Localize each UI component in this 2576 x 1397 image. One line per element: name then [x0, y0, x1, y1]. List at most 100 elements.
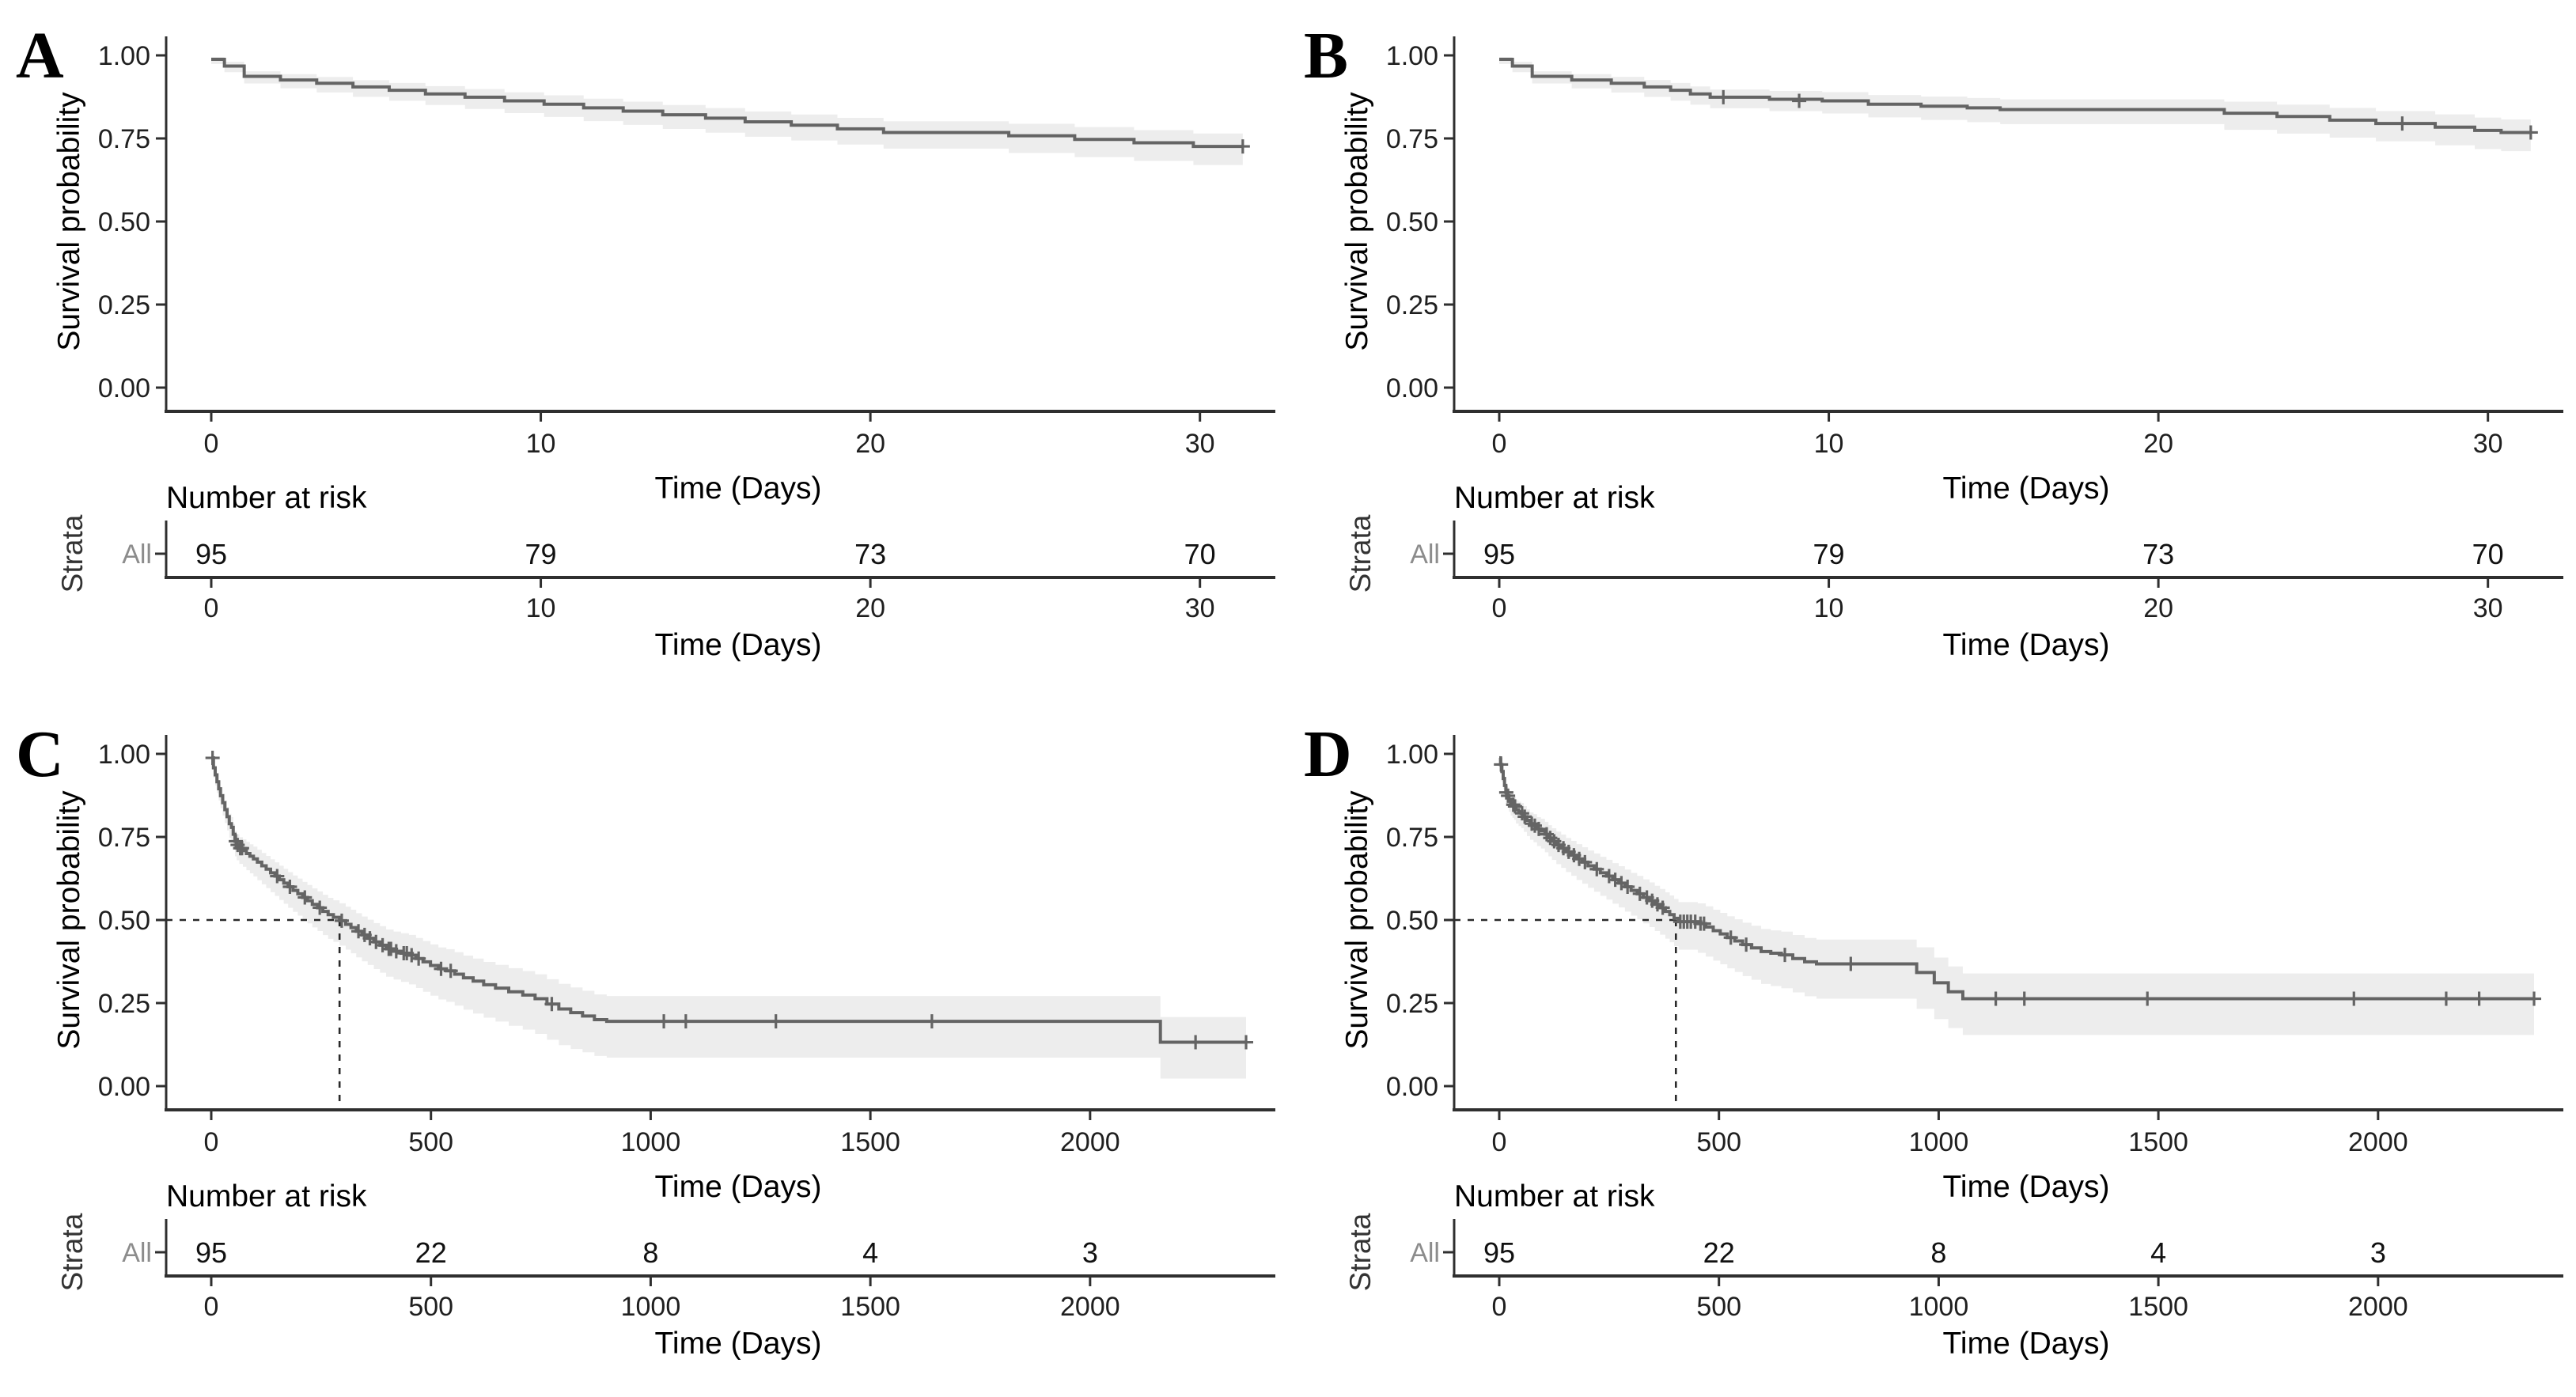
- censor-marks: [1235, 139, 1250, 154]
- risk-value: 95: [195, 1236, 227, 1269]
- censor-tick: [2395, 116, 2410, 131]
- censor-tick: [1239, 1035, 1254, 1050]
- y-tick-label: 0.00: [1386, 1072, 1438, 1102]
- survival-curve: [211, 756, 1247, 1044]
- risk-table-title: Number at risk: [166, 481, 367, 515]
- censor-tick: [924, 1014, 939, 1029]
- risk-value: 95: [195, 538, 227, 570]
- y-tick-label: 0.25: [98, 290, 150, 320]
- x-tick-label: 1000: [1909, 1127, 1969, 1157]
- y-tick-label: 1.00: [98, 41, 150, 71]
- risk-value: 79: [525, 538, 557, 570]
- panel-label: C: [16, 717, 64, 791]
- censor-marks: [1494, 757, 2542, 1006]
- y-tick-label: 0.75: [98, 823, 150, 853]
- censor-tick: [313, 900, 328, 915]
- censor-tick: [1494, 757, 1509, 772]
- y-axis-title: Survival probability: [52, 92, 86, 351]
- censor-tick: [1501, 788, 1516, 803]
- x-axis-title: Time (Days): [655, 471, 822, 505]
- censor-tick: [1655, 900, 1670, 915]
- risk-value: 3: [2370, 1236, 2386, 1269]
- risk-value: 95: [1483, 538, 1515, 570]
- censor-tick: [1696, 916, 1711, 931]
- risk-x-tick-label: 2000: [1060, 1292, 1120, 1322]
- y-tick-label: 0.25: [1386, 290, 1438, 320]
- censor-tick: [1235, 139, 1250, 154]
- risk-x-axis-title: Time (Days): [1943, 1327, 2110, 1361]
- strata-row-label: All: [1410, 1238, 1440, 1268]
- chart-layer: 0.00 0.25 0.50 0.75 1.00 0 500 1000 1500 2000 0 95 5…: [98, 735, 1275, 1322]
- censor-tick: [678, 1014, 693, 1029]
- chart-layer: 0.00 0.25 0.50 0.75 1.00 0 10 20 30 0 95 10 79 20 73 30…: [1386, 36, 2563, 623]
- risk-value: 8: [1930, 1236, 1946, 1269]
- survival-curve: [211, 58, 1243, 149]
- censor-tick: [411, 951, 426, 966]
- x-axis-title: Time (Days): [1943, 471, 2110, 505]
- y-tick-label: 0.75: [1386, 823, 1438, 853]
- x-tick-label: 1000: [621, 1127, 681, 1157]
- y-tick-label: 0.75: [1386, 124, 1438, 154]
- x-tick-label: 2000: [1060, 1127, 1120, 1157]
- censor-tick: [2472, 991, 2487, 1006]
- x-tick-label: 500: [1696, 1127, 1741, 1157]
- censor-tick: [1517, 809, 1532, 824]
- risk-value: 22: [415, 1236, 447, 1269]
- censor-tick: [443, 964, 458, 979]
- censor-tick: [768, 1014, 783, 1029]
- x-tick-label: 2000: [2348, 1127, 2408, 1157]
- strata-row-label: All: [122, 539, 152, 570]
- censor-tick: [1843, 956, 1858, 971]
- censor-tick: [282, 880, 297, 894]
- risk-x-tick-label: 10: [1814, 593, 1844, 623]
- y-tick-label: 0.50: [98, 906, 150, 936]
- risk-table-title: Number at risk: [1454, 481, 1655, 515]
- censor-tick: [1716, 89, 1731, 104]
- strata-row-label: All: [1410, 539, 1440, 570]
- risk-value: 79: [1813, 538, 1845, 570]
- risk-value: 70: [2472, 538, 2504, 570]
- risk-value: 73: [854, 538, 886, 570]
- censor-tick: [1514, 806, 1529, 821]
- panel-label: D: [1304, 717, 1352, 791]
- x-tick-label: 1500: [840, 1127, 900, 1157]
- risk-table-title: Number at risk: [166, 1179, 367, 1213]
- risk-x-tick-label: 10: [526, 593, 556, 623]
- x-tick-label: 10: [526, 429, 556, 459]
- risk-x-tick-label: 30: [1185, 593, 1215, 623]
- x-tick-label: 20: [2143, 429, 2173, 459]
- risk-x-tick-label: 20: [855, 593, 885, 623]
- km-plot-svg-c: C Survival probability Time (Days) Numbe…: [16, 717, 1275, 1361]
- censor-tick: [657, 1014, 672, 1029]
- risk-x-axis-title: Time (Days): [1943, 628, 2110, 662]
- censor-tick: [1578, 854, 1593, 869]
- risk-value: 8: [642, 1236, 658, 1269]
- censor-tick: [1498, 785, 1513, 800]
- censor-tick: [205, 751, 220, 766]
- risk-value: 22: [1703, 1236, 1735, 1269]
- y-axis-title: Survival probability: [52, 790, 86, 1050]
- censor-tick: [234, 841, 249, 856]
- y-tick-label: 0.50: [1386, 906, 1438, 936]
- risk-x-tick-label: 20: [2143, 593, 2173, 623]
- x-axis-title: Time (Days): [1943, 1170, 2110, 1204]
- x-tick-label: 30: [2473, 429, 2503, 459]
- censor-tick: [334, 913, 349, 928]
- censor-tick: [1589, 861, 1604, 876]
- strata-row-label: All: [122, 1238, 152, 1268]
- censor-tick: [1723, 930, 1738, 945]
- risk-x-tick-label: 1500: [840, 1292, 900, 1322]
- censor-tick: [1531, 821, 1546, 836]
- km-plot-svg-a: A Survival probability Time (Days) Numbe…: [16, 19, 1275, 662]
- y-tick-label: 1.00: [98, 740, 150, 770]
- risk-value: 4: [2150, 1236, 2166, 1269]
- panel-a: A Survival probability Time (Days) Numbe…: [0, 0, 1288, 698]
- risk-value: 70: [1184, 538, 1216, 570]
- y-tick-label: 0.00: [1386, 373, 1438, 403]
- chart-layer: 0.00 0.25 0.50 0.75 1.00 0 10 20 30 0 95 10 79 20 73 30…: [98, 36, 1275, 623]
- risk-table-title: Number at risk: [1454, 1179, 1655, 1213]
- x-tick-label: 500: [408, 1127, 453, 1157]
- strata-axis-label: Strata: [1344, 514, 1377, 592]
- risk-x-tick-label: 0: [204, 593, 219, 623]
